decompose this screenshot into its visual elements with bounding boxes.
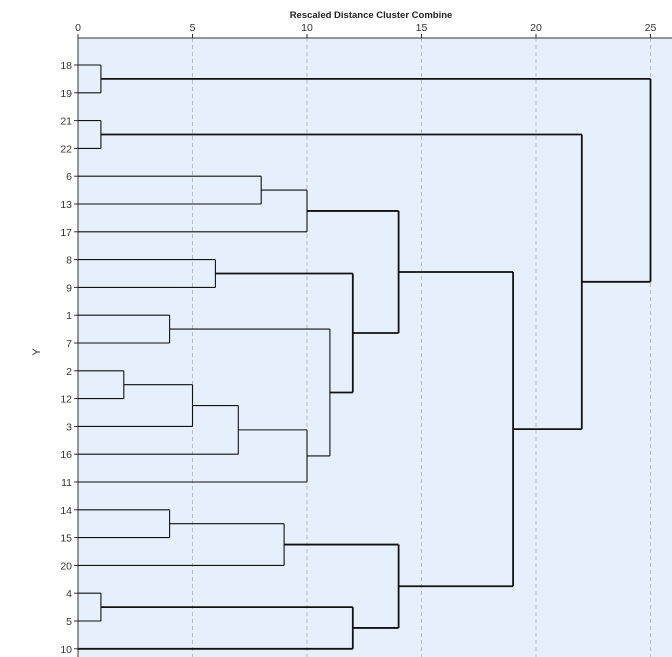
- merge-c21: [100, 78, 652, 283]
- leaf-label-8: 8: [66, 255, 72, 267]
- x-tick-label-5: 5: [190, 22, 196, 34]
- x-tick-label-0: 0: [75, 22, 81, 34]
- leaf-label-6: 6: [66, 171, 72, 183]
- leaf-label-19: 19: [60, 88, 72, 100]
- leaf-label-11: 11: [61, 477, 72, 489]
- leaf-label-9: 9: [66, 282, 72, 294]
- leaf-label-12: 12: [60, 394, 72, 406]
- y-axis-label: Y: [31, 348, 43, 356]
- leaf-label-3: 3: [66, 421, 72, 433]
- leaf-label-1: 1: [66, 310, 72, 322]
- leaf-label-17: 17: [60, 227, 72, 239]
- leaf-label-20: 20: [60, 560, 72, 572]
- leaf-label-7: 7: [66, 338, 72, 350]
- leaf-label-4: 4: [66, 588, 72, 600]
- leaf-label-16: 16: [60, 449, 72, 461]
- leaf-label-21: 21: [60, 116, 72, 128]
- leaf-label-2: 2: [66, 366, 72, 378]
- plot-background: [78, 38, 672, 657]
- x-tick-label-15: 15: [416, 22, 428, 34]
- chart-title: Rescaled Distance Cluster Combine: [290, 10, 453, 21]
- leaf-label-14: 14: [60, 505, 72, 517]
- x-tick-label-25: 25: [645, 22, 657, 34]
- leaf-label-13: 13: [60, 199, 72, 211]
- leaf-label-5: 5: [66, 616, 72, 628]
- x-tick-label-10: 10: [301, 22, 313, 34]
- leaf-label-22: 22: [60, 143, 72, 155]
- leaf-label-15: 15: [60, 533, 72, 545]
- plot-area: 0 5 10 15 20 25181921226131789172123161114152…: [60, 22, 672, 657]
- leaf-label-10: 10: [60, 644, 72, 656]
- x-tick-label-20: 20: [530, 22, 542, 34]
- leaf-label-18: 18: [60, 60, 72, 72]
